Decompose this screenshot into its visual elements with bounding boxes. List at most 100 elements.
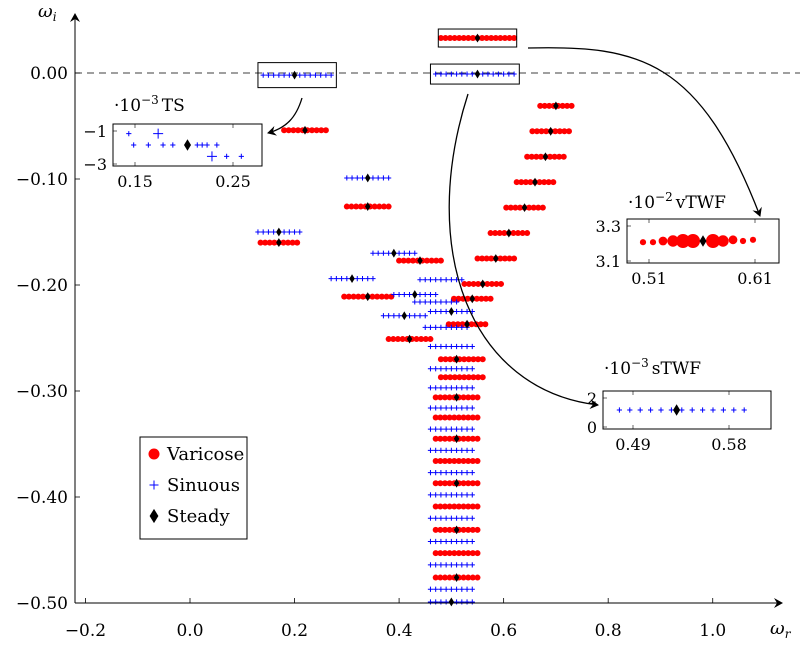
sinuous-point (448, 299, 454, 305)
varicose-point (469, 414, 476, 421)
varicose-point (482, 321, 489, 328)
sinuous-point (453, 538, 460, 545)
sinuous-point (422, 291, 428, 298)
sinuous-point (396, 313, 402, 319)
sinuous-point (448, 447, 454, 453)
steady-point (453, 354, 460, 364)
sinuous-point (459, 492, 465, 498)
legend: Varicose Sinuous Steady (139, 436, 248, 540)
sinuous-point (433, 343, 439, 350)
varicose-point (405, 257, 412, 264)
sinuous-point (318, 72, 324, 78)
varicose-point (460, 414, 467, 421)
sinuous-point (433, 405, 439, 411)
sinuous-point (406, 313, 413, 319)
sinuous-point (438, 71, 444, 77)
varicose-point (394, 336, 401, 343)
varicose-point (465, 356, 472, 363)
sinuous-point (406, 250, 413, 256)
varicose-point (535, 204, 542, 211)
sinuous-point (433, 599, 439, 605)
vtwf-inset-varicose-point (658, 236, 668, 246)
varicose-point (447, 374, 454, 381)
varicose-point (437, 374, 444, 381)
varicose-point (461, 356, 468, 363)
varicose-point (513, 179, 520, 186)
varicose-point (441, 457, 448, 464)
varicose-point (455, 503, 462, 510)
stwf-inset-sinuous-point (637, 407, 643, 413)
sinuous-point (427, 492, 434, 498)
varicose-point (451, 35, 458, 42)
varicose-point (446, 503, 453, 510)
varicose-point (528, 153, 535, 160)
sinuous-point (271, 229, 277, 235)
stwf-inset-xtick-label: 0.58 (711, 435, 747, 454)
sinuous-point (459, 324, 465, 330)
steady-point (412, 290, 418, 299)
sinuous-point (427, 299, 434, 305)
sinuous-point (427, 308, 434, 315)
stwf-inset-sinuous-point (741, 407, 747, 413)
sinuous-point (433, 426, 439, 432)
steady-point (480, 279, 486, 289)
sinuous-point (464, 538, 470, 545)
sinuous-point (380, 175, 387, 181)
varicose-point (357, 203, 364, 210)
sinuous-point (433, 447, 439, 453)
varicose-point (519, 230, 526, 237)
sinuous-point (459, 586, 465, 592)
varicose-point (450, 295, 457, 302)
sinuous-point (448, 515, 454, 521)
varicose-point (510, 230, 517, 237)
varicose-point (474, 435, 481, 442)
steady-point (453, 392, 460, 402)
sinuous-point (443, 586, 449, 592)
sinuous-point (422, 299, 428, 305)
legend-steady-marker (149, 508, 159, 524)
varicose-point (465, 503, 472, 510)
varicose-point (456, 35, 463, 42)
varicose-point (527, 179, 534, 186)
sinuous-point (469, 366, 475, 372)
ts-inset-sinuous-point (126, 131, 132, 137)
x-tick-label: 0.4 (386, 621, 413, 641)
sinuous-point (433, 308, 439, 315)
varicose-point (469, 394, 476, 401)
varicose-point (475, 356, 482, 363)
varicose-point (503, 204, 510, 211)
sinuous-point (438, 405, 444, 411)
varicose-point (371, 203, 378, 210)
ts-inset-sinuous-point (238, 153, 244, 159)
y-tick-label: −0.20 (16, 276, 68, 296)
varicose-point (313, 127, 320, 134)
varicose-point (497, 255, 504, 262)
sinuous-point (443, 470, 449, 476)
varicose-point (413, 336, 420, 343)
varicose-point (383, 293, 390, 300)
vtwf-inset-varicose-point (667, 235, 679, 247)
varicose-point (515, 230, 522, 237)
sinuous-point (427, 562, 434, 568)
sinuous-point (443, 405, 449, 411)
varicose-point (518, 179, 525, 186)
vtwf-inset-varicose-point (639, 239, 647, 246)
sinuous-point (417, 291, 423, 298)
sinuous-point (469, 562, 475, 568)
varicose-point (461, 374, 468, 381)
varicose-point (493, 280, 500, 287)
sinuous-point (412, 250, 418, 256)
varicose-point (369, 293, 376, 300)
sinuous-point (448, 71, 454, 77)
sinuous-point (459, 538, 465, 545)
sinuous-point (427, 599, 434, 605)
ts-callout-arrow (267, 97, 303, 136)
legend-sinuous-marker (149, 480, 159, 490)
sinuous-point (443, 599, 449, 605)
sinuous-point (433, 366, 439, 372)
sinuous-point (459, 426, 465, 432)
sinuous-point (354, 175, 360, 181)
varicose-point (441, 394, 448, 401)
varicose-point (545, 179, 552, 186)
varicose-point (477, 321, 484, 328)
